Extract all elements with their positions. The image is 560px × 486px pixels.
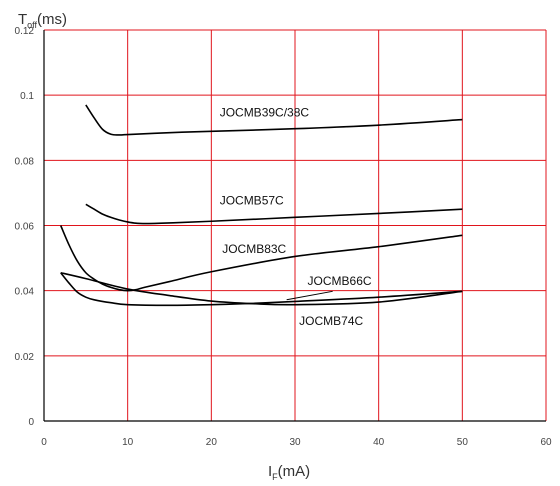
- series-label: JOCMB39C/38C: [220, 105, 310, 119]
- y-tick-label: 0.02: [15, 352, 35, 363]
- series-lines: [59, 104, 463, 307]
- series-label: JOCMB74C: [299, 314, 363, 328]
- x-axis-label-unit: (mA): [278, 463, 311, 480]
- leader-lines: [286, 290, 333, 301]
- x-tick-label: 40: [373, 437, 385, 448]
- x-axis-label-sub: F: [272, 472, 278, 482]
- y-tick-label: 0.1: [20, 91, 34, 102]
- series-line-jocmb57c: [85, 203, 463, 225]
- series-labels: JOCMB39C/38C JOCMB57C JOCMB83C JOCMB66C JOCM…: [220, 105, 372, 328]
- axes: [43, 30, 546, 422]
- y-axis-label-main: T: [18, 11, 27, 28]
- series-line-jocmb66c: [60, 272, 463, 307]
- x-tick-label: 10: [122, 437, 134, 448]
- grid: [44, 29, 547, 421]
- y-tick-label: 0.12: [15, 26, 35, 37]
- y-axis-label-sub: off: [27, 20, 37, 30]
- series-line-jocmb39c-38c: [85, 104, 463, 136]
- x-axis-label-main: I: [268, 463, 272, 480]
- y-axis-label-unit: (ms): [37, 11, 67, 28]
- x-tick-labels: 0 10 20 30 40 50 60: [41, 437, 552, 448]
- y-tick-label: 0.06: [15, 222, 35, 233]
- y-axis-label: Toff(ms): [18, 11, 67, 30]
- series-line-jocmb83c: [59, 225, 463, 292]
- x-tick-label: 50: [457, 437, 469, 448]
- series-label: JOCMB57C: [220, 193, 284, 207]
- x-axis-label: IF(mA): [268, 463, 310, 482]
- series-label: JOCMB66C: [308, 274, 372, 288]
- leader-line: [286, 290, 333, 301]
- x-tick-label: 20: [206, 437, 218, 448]
- x-tick-label: 0: [41, 437, 47, 448]
- y-tick-labels: 0 0.02 0.04 0.06 0.08 0.1 0.12: [15, 26, 35, 428]
- x-tick-label: 60: [540, 437, 552, 448]
- series-label: JOCMB83C: [222, 242, 286, 256]
- y-tick-label: 0.08: [15, 156, 35, 167]
- x-tick-label: 30: [289, 437, 301, 448]
- series-line-jocmb74c: [60, 271, 463, 306]
- y-tick-label: 0: [28, 417, 34, 428]
- y-tick-label: 0.04: [15, 287, 35, 298]
